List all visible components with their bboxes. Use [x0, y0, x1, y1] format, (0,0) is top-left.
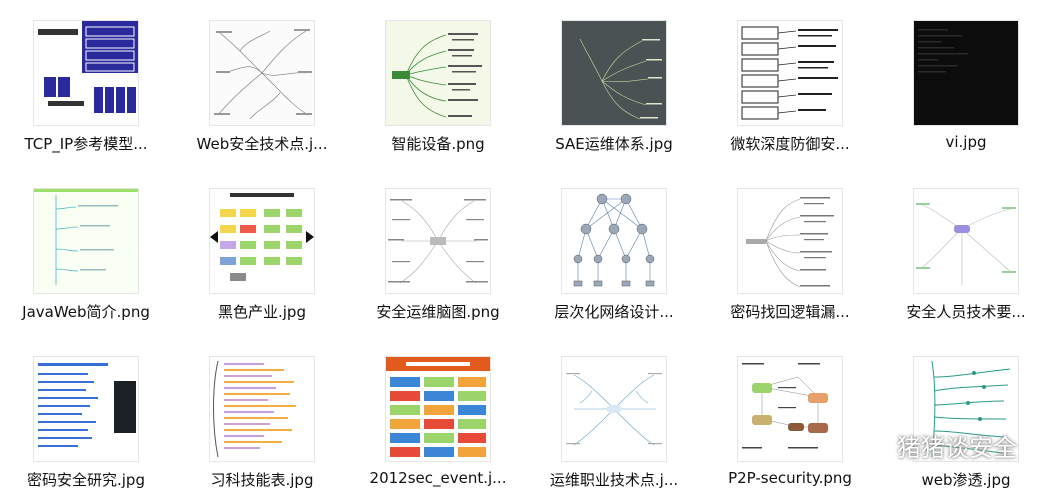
security-staff-mindmap-icon — [913, 188, 1019, 294]
file-item[interactable]: P2P-security.png — [704, 336, 876, 496]
file-name: 智能设备.png — [391, 135, 485, 153]
file-name: 层次化网络设计... — [554, 303, 674, 321]
file-name: 微软深度防御安... — [730, 135, 850, 153]
black-industry-diagram-icon — [209, 188, 315, 294]
file-item[interactable]: web渗透.jpg — [880, 336, 1052, 496]
file-item[interactable]: 微软深度防御安... — [704, 0, 876, 160]
password-reset-mindmap-icon — [737, 188, 843, 294]
file-name: vi.jpg — [945, 133, 987, 151]
ops-career-mindmap-icon — [561, 356, 667, 462]
javaweb-tree-icon — [33, 188, 139, 294]
web-pentest-mindmap-icon — [913, 356, 1019, 462]
sae-ops-mindmap-icon — [561, 20, 667, 126]
file-name: 安全运维脑图.png — [376, 303, 500, 321]
file-item[interactable]: Web安全技术点.j... — [176, 0, 348, 160]
file-item[interactable]: 智能设备.png — [352, 0, 524, 160]
file-item[interactable]: vi.jpg — [880, 0, 1052, 160]
file-item[interactable]: 密码安全研究.jpg — [0, 336, 172, 496]
file-item[interactable]: 安全运维脑图.png — [352, 168, 524, 328]
file-item[interactable]: 密码找回逻辑漏... — [704, 168, 876, 328]
file-item[interactable]: 黑色产业.jpg — [176, 168, 348, 328]
file-item[interactable]: TCP_IP参考模型... — [0, 0, 172, 160]
sec-event-timeline-icon — [385, 356, 491, 462]
file-name: 习科技能表.jpg — [210, 471, 314, 489]
file-item[interactable]: 2012sec_event.j... — [352, 336, 524, 496]
file-name: web渗透.jpg — [921, 471, 1011, 489]
file-name: 安全人员技术要... — [906, 303, 1026, 321]
p2p-security-diagram-icon — [737, 356, 843, 462]
file-item[interactable]: 层次化网络设计... — [528, 168, 700, 328]
skills-table-icon — [209, 356, 315, 462]
file-name: Web安全技术点.j... — [196, 135, 328, 153]
file-name: TCP_IP参考模型... — [24, 135, 148, 153]
web-security-mindmap-icon — [209, 20, 315, 126]
file-name: 密码找回逻辑漏... — [730, 303, 850, 321]
file-item[interactable]: JavaWeb简介.png — [0, 168, 172, 328]
tcpip-model-icon — [33, 20, 139, 126]
ms-defense-diagram-icon — [737, 20, 843, 126]
file-name: 密码安全研究.jpg — [27, 471, 145, 489]
file-name: SAE运维体系.jpg — [555, 135, 673, 153]
file-name: JavaWeb简介.png — [22, 303, 150, 321]
file-name: 运维职业技术点.j... — [549, 471, 679, 489]
file-name: 2012sec_event.j... — [369, 469, 507, 487]
file-item[interactable]: 习科技能表.jpg — [176, 336, 348, 496]
smart-device-mindmap-icon — [385, 20, 491, 126]
file-item[interactable]: 运维职业技术点.j... — [528, 336, 700, 496]
file-item[interactable]: 安全人员技术要... — [880, 168, 1052, 328]
file-name: 黑色产业.jpg — [218, 303, 306, 321]
file-item[interactable]: SAE运维体系.jpg — [528, 0, 700, 160]
password-research-doc-icon — [33, 356, 139, 462]
file-name: P2P-security.png — [728, 469, 852, 487]
vi-dark-screen-icon — [913, 20, 1019, 126]
network-topology-icon — [561, 188, 667, 294]
security-ops-mindmap-icon — [385, 188, 491, 294]
